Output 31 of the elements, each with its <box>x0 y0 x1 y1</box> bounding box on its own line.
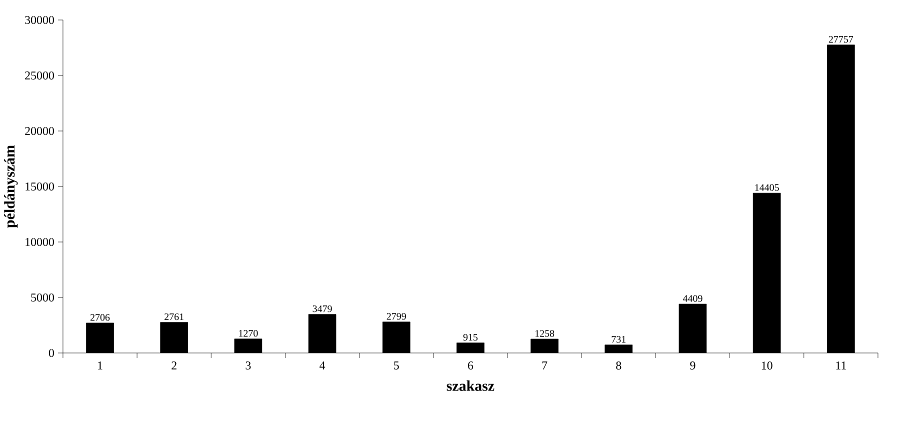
x-tick-label: 7 <box>542 362 548 370</box>
y-tick-label: 5000 <box>31 293 54 302</box>
data-label: 1270 <box>239 330 258 337</box>
y-tick-label: 15000 <box>26 182 54 191</box>
data-label: 3479 <box>312 305 332 312</box>
data-label: 2706 <box>90 314 110 321</box>
x-tick-label: 2 <box>172 362 176 370</box>
data-label: 27757 <box>828 36 854 43</box>
x-tick-label: 8 <box>616 362 622 370</box>
data-label: 14405 <box>755 184 779 191</box>
x-tick-label: 10 <box>762 362 772 370</box>
x-tick-label: 4 <box>320 362 326 370</box>
x-tick-label: 3 <box>246 362 251 370</box>
data-label: 915 <box>463 334 478 341</box>
y-tick-label: 30000 <box>25 16 54 24</box>
x-tick-label: 6 <box>468 362 474 370</box>
x-tick-label: 11 <box>836 362 846 370</box>
x-tick-label: 1 <box>98 362 102 370</box>
y-tick-label: 25000 <box>25 71 54 80</box>
data-label: 731 <box>612 336 626 343</box>
x-tick-label: 5 <box>394 362 399 370</box>
y-tick-label: 20000 <box>25 126 54 136</box>
y-tick-label: 0 <box>48 348 54 358</box>
x-axis-title: szakasz <box>446 380 494 391</box>
data-label: 2799 <box>386 313 406 320</box>
x-tick-label: 9 <box>690 362 696 370</box>
y-tick-label: 10000 <box>26 238 54 246</box>
data-label: 2761 <box>164 313 184 320</box>
data-label: 1258 <box>535 330 554 337</box>
data-label: 4409 <box>682 295 702 302</box>
y-axis-title: példányszám <box>4 145 18 228</box>
